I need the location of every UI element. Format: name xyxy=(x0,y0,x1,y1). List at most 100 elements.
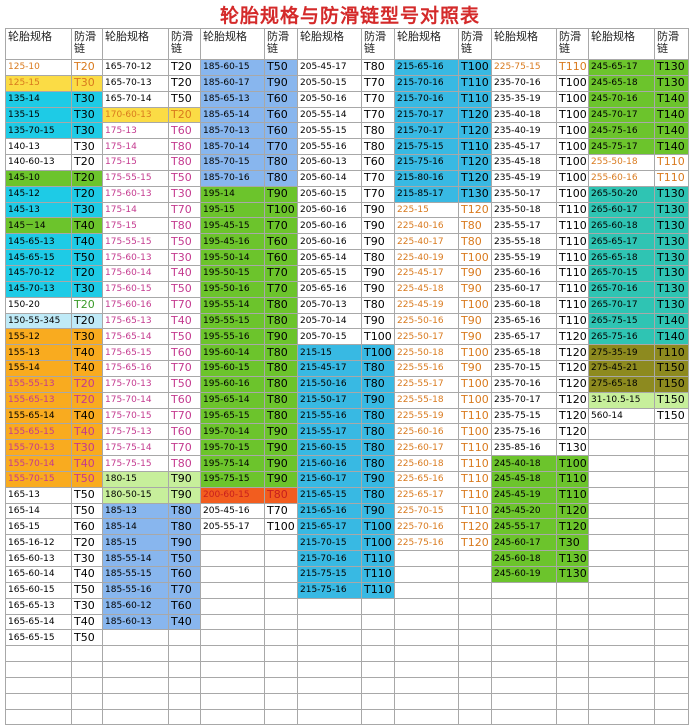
chain-model-cell xyxy=(458,661,492,678)
chain-model-cell: T80 xyxy=(168,154,201,171)
tire-size-cell: 185-13 xyxy=(102,502,169,520)
chain-model-cell: T120 xyxy=(556,502,589,520)
tire-size-cell: 185-55-14 xyxy=(102,550,169,567)
chain-model-cell: T80 xyxy=(264,154,298,171)
chain-model-cell: T110 xyxy=(458,455,492,472)
chain-model-cell: T60 xyxy=(264,90,298,108)
chain-model-cell xyxy=(556,708,589,725)
tire-size-cell: 245-60-17 xyxy=(491,534,557,552)
tire-size-cell: 195-75-14 xyxy=(200,455,265,472)
chain-model-cell: T150 xyxy=(654,407,689,425)
chain-model-cell: T130 xyxy=(654,217,689,235)
tire-size-cell: 235-65-16 xyxy=(491,312,557,330)
chain-model-cell: T100 xyxy=(556,122,589,140)
tire-size-cell: 135-15 xyxy=(5,106,72,124)
chain-model-cell: T80 xyxy=(168,455,201,472)
chain-model-cell: T90 xyxy=(361,312,395,330)
tire-size-cell: 215-65-17 xyxy=(297,518,362,536)
chain-model-cell: T80 xyxy=(168,518,201,536)
tire-size-cell: 185-70-14 xyxy=(200,138,265,156)
tire-size-cell: 235-70-15 xyxy=(491,360,557,377)
tire-size-cell: 225-50-18 xyxy=(394,344,459,362)
header-chain-model: 防滑链 xyxy=(458,28,492,60)
table-row: 165-60-15 T50 185-55-16 T70 215-75-16 T110 xyxy=(5,581,689,599)
chain-model-cell: T40 xyxy=(71,407,103,425)
chain-model-cell: T50 xyxy=(264,59,298,76)
tire-size-cell: 245-60-18 xyxy=(491,550,557,567)
chain-model-cell: T70 xyxy=(361,90,395,108)
chain-model-cell: T110 xyxy=(654,344,689,362)
tire-size-cell: 175-55-15 xyxy=(102,169,169,187)
chain-model-cell: T30 xyxy=(71,90,103,108)
chain-model-cell: T90 xyxy=(361,201,395,219)
chain-model-cell: T120 xyxy=(556,360,589,377)
tire-size-cell: 205-45-16 xyxy=(200,502,265,520)
tire-size-cell: 225-75-15 xyxy=(491,59,557,76)
tire-size-cell: 215-70-15 xyxy=(297,534,362,552)
tire-size-cell: 245-45-18 xyxy=(491,470,557,488)
tire-size-cell: 195-45-16 xyxy=(200,233,265,251)
chain-model-cell: T120 xyxy=(458,122,492,140)
chain-model-cell: T130 xyxy=(654,59,689,76)
chain-model-cell: T30 xyxy=(71,550,103,567)
table-row: 165-65-14 T40 185-60-13 T40 xyxy=(5,613,689,631)
tire-size-cell: 235-45-18 xyxy=(491,154,557,171)
tire-size-cell: 265-70-16 xyxy=(588,280,655,298)
table-row: 145-65-13 T40 175-55-15 T50 195-45-16 T60 205-… xyxy=(5,233,689,251)
tire-size-cell: 195-14 xyxy=(200,185,265,203)
tire-size-cell: 205-55-15 xyxy=(297,122,362,140)
tire-size-cell xyxy=(588,613,655,631)
chain-model-cell: T70 xyxy=(168,581,201,599)
tire-size-cell: 225-60-18 xyxy=(394,455,459,472)
chain-model-cell: T30 xyxy=(71,328,103,346)
tire-size-cell xyxy=(200,550,265,567)
tire-size-cell xyxy=(588,455,655,472)
chain-model-cell: T80 xyxy=(264,344,298,362)
chain-model-cell: T40 xyxy=(71,217,103,235)
tire-size-cell: 165-60-13 xyxy=(5,550,72,567)
tire-size-cell: 170-60-13 xyxy=(102,106,169,124)
chain-model-cell: T20 xyxy=(71,296,103,314)
chain-model-cell: T40 xyxy=(71,344,103,362)
chain-model-cell xyxy=(556,597,589,615)
chain-model-cell: T130 xyxy=(654,249,689,266)
tire-size-cell xyxy=(5,708,72,725)
tire-size-cell: 225-45-18 xyxy=(394,280,459,298)
page-title: 轮胎规格与防滑链型号对照表 xyxy=(219,5,480,27)
chain-model-cell: T80 xyxy=(361,455,395,472)
tire-size-cell: 245-65-17 xyxy=(588,59,655,76)
chain-model-cell: T80 xyxy=(361,439,395,457)
tire-size-cell: 175-65-15 xyxy=(102,344,169,362)
chain-model-cell xyxy=(458,581,492,599)
chain-model-cell: T80 xyxy=(168,217,201,235)
table-row: 155-65-15 T40 175-75-13 T60 195-70-14 T90 215-… xyxy=(5,423,689,441)
chain-model-cell: T100 xyxy=(361,344,395,362)
tire-size-cell: 235-35-19 xyxy=(491,90,557,108)
tire-chain-table: 轮胎规格 防滑链 轮胎规格 防滑链 轮胎规格 防滑链 轮胎规格 防滑链 轮胎规格… xyxy=(5,28,689,725)
tire-size-cell xyxy=(200,645,265,663)
tire-size-cell xyxy=(102,692,169,710)
chain-model-cell: T110 xyxy=(556,264,589,282)
tire-size-cell xyxy=(297,692,362,710)
chain-model-cell xyxy=(654,692,689,710)
chain-model-cell: T70 xyxy=(361,169,395,187)
chain-model-cell: T80 xyxy=(264,169,298,187)
chain-model-cell: T20 xyxy=(168,74,201,92)
chain-model-cell: T140 xyxy=(654,90,689,108)
chain-model-cell: T60 xyxy=(168,566,201,583)
tire-size-cell xyxy=(394,661,459,678)
tire-size-cell xyxy=(297,629,362,647)
chain-model-cell: T100 xyxy=(458,59,492,76)
header-chain-model: 防滑链 xyxy=(168,28,201,60)
tire-size-cell: 155-65-13 xyxy=(5,391,72,409)
chain-model-cell xyxy=(458,613,492,631)
tire-size-cell: 185-55-15 xyxy=(102,566,169,583)
chain-model-cell xyxy=(654,566,689,583)
table-row: 135-70-15 T30 175-13 T60 185-70-13 T60 205-55-… xyxy=(5,122,689,140)
chain-model-cell xyxy=(654,645,689,663)
tire-size-cell: 180-15 xyxy=(102,470,169,488)
tire-size-cell: 205-60-16 xyxy=(297,233,362,251)
tire-size-cell: 205-65-15 xyxy=(297,264,362,282)
tire-size-cell xyxy=(200,613,265,631)
tire-size-cell xyxy=(297,645,362,663)
